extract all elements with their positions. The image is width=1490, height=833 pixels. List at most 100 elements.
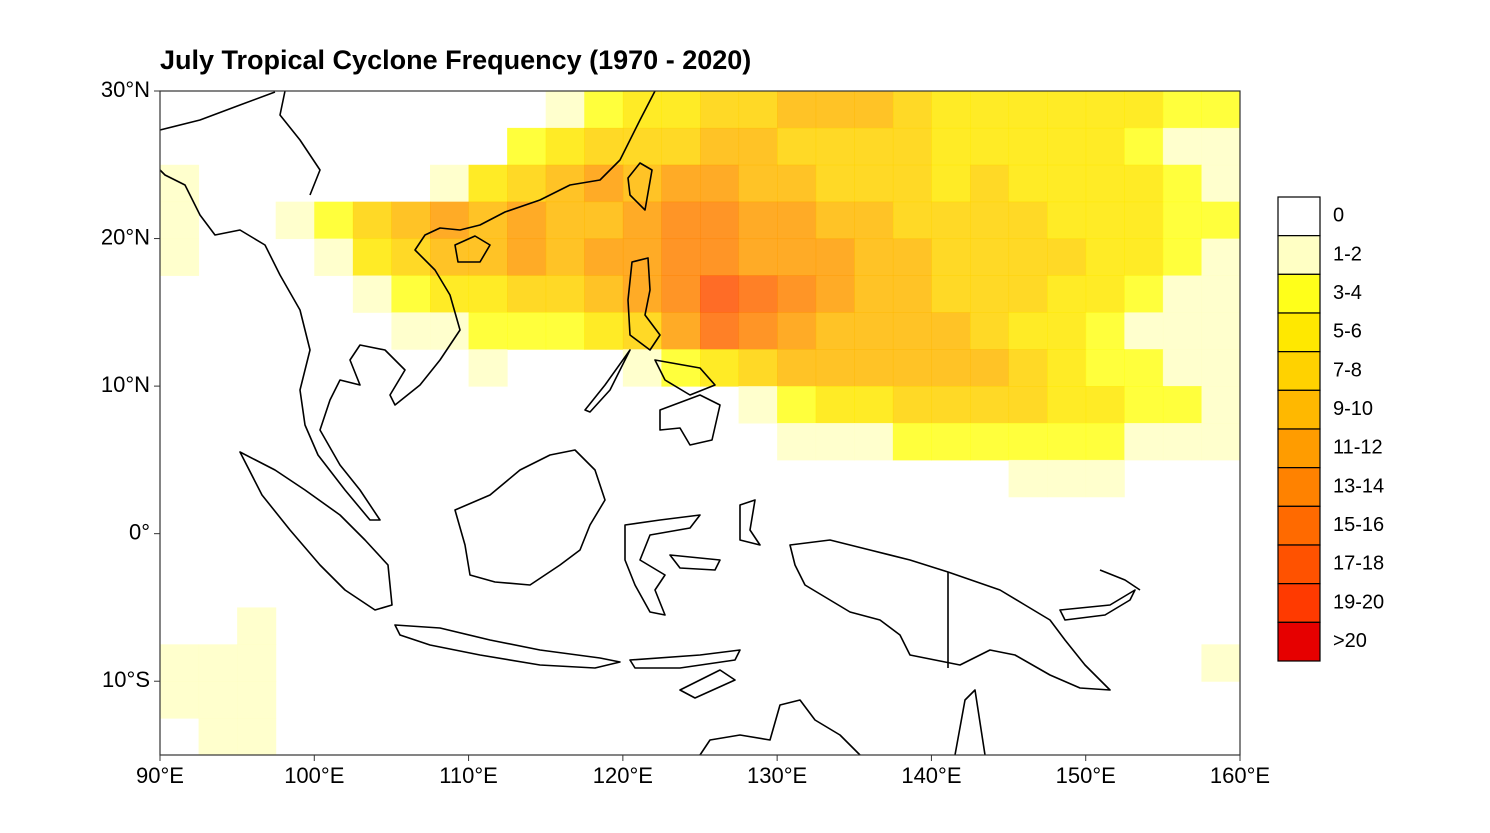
heat-cell [468, 312, 508, 350]
heat-cell [1085, 238, 1125, 276]
heat-cell [430, 238, 470, 276]
y-tick-label: 20°N [101, 224, 150, 249]
visayas [654, 359, 716, 396]
heat-cell [1085, 349, 1125, 387]
heat-cell [314, 238, 354, 276]
heat-cell [275, 201, 315, 240]
heat-cell [815, 312, 855, 350]
java [394, 624, 621, 669]
heat-cell [931, 386, 971, 424]
heat-cell [700, 127, 740, 166]
y-tick-label: 10°S [102, 667, 150, 692]
heat-cell [700, 91, 740, 129]
heat-cell [1008, 312, 1048, 350]
heat-cell [160, 238, 200, 276]
heat-cell [507, 201, 547, 240]
heat-cell [237, 718, 277, 756]
heat-cell [1124, 91, 1164, 129]
heat-cell [854, 127, 894, 166]
heat-cell [970, 91, 1010, 129]
heat-cell [584, 275, 624, 313]
heat-cell [854, 349, 894, 387]
heat-cell [700, 349, 740, 387]
legend: 0 1-2 3-4 5-6 7-8 9-10 11-12 13-14 15-16 17-18 19-… [1277, 196, 1384, 662]
heat-cell [1162, 275, 1202, 313]
heat-cell [931, 349, 971, 387]
heat-cell [892, 423, 932, 461]
heat-cell [854, 164, 894, 203]
heat-cell [430, 312, 470, 350]
heat-cell [1047, 201, 1087, 240]
heat-cell [1085, 91, 1125, 129]
heat-cell [352, 238, 392, 276]
heat-cell [314, 201, 354, 240]
heat-cell [1047, 275, 1087, 313]
heat-cell [931, 164, 971, 203]
heat-cell [1008, 164, 1048, 203]
heat-cell [854, 386, 894, 424]
legend-swatch [1277, 235, 1321, 275]
heat-cell [777, 423, 817, 461]
legend-swatch [1277, 544, 1321, 585]
heat-cell [1201, 127, 1241, 166]
borneo [454, 449, 606, 586]
legend-swatch [1277, 312, 1321, 353]
heat-cell [430, 201, 470, 240]
legend-label: 17-18 [1333, 553, 1384, 575]
heat-cell [970, 127, 1010, 166]
heat-cell [1201, 349, 1241, 387]
heat-cell [738, 275, 778, 313]
heat-cell [1124, 164, 1164, 203]
heat-cell [1124, 423, 1164, 461]
heat-cell [815, 91, 855, 129]
heat-cell [160, 201, 200, 240]
y-tick-label: 0° [129, 519, 150, 544]
heat-cell [1085, 459, 1125, 498]
heat-cell [777, 201, 817, 240]
heat-cell [622, 349, 662, 387]
heat-cell [815, 164, 855, 203]
heat-cell [1008, 349, 1048, 387]
heat-cell [931, 201, 971, 240]
heat-cell [1162, 349, 1202, 387]
taiwan [627, 162, 653, 211]
legend-swatch [1277, 467, 1321, 507]
coastline [159, 90, 321, 196]
heat-cell [1008, 386, 1048, 424]
legend-label: 11-12 [1333, 437, 1383, 459]
heat-cell [622, 127, 662, 166]
heat-cell [777, 312, 817, 350]
heat-cell [970, 275, 1010, 313]
heat-cell [661, 349, 701, 387]
halmahera [739, 499, 761, 546]
heat-cell [700, 164, 740, 203]
heat-cell [815, 423, 855, 461]
heat-cell [931, 238, 971, 276]
heat-cell [661, 312, 701, 350]
heat-cell [391, 201, 431, 240]
heat-cell [391, 312, 431, 350]
chart-title: July Tropical Cyclone Frequency (1970 - … [160, 45, 751, 75]
heat-cell [1124, 312, 1164, 350]
heat-cell [237, 681, 277, 719]
heat-cell [545, 127, 585, 166]
heat-layer [160, 91, 1241, 756]
heat-cell [1201, 164, 1241, 203]
heat-cell [700, 238, 740, 276]
axes: 90°E 100°E 110°E 120°E 130°E 140°E 150°E 160°E 3… [101, 77, 1270, 788]
x-tick-label: 150°E [1056, 763, 1116, 788]
heat-cell [931, 91, 971, 129]
heat-cell [854, 238, 894, 276]
heat-cell [198, 644, 238, 682]
heat-cell [468, 275, 508, 313]
heat-cell [1162, 127, 1202, 166]
heat-cell [1162, 386, 1202, 424]
heat-cell [777, 127, 817, 166]
plot-frame [159, 90, 1241, 756]
heat-cell [661, 91, 701, 129]
legend-swatch [1277, 621, 1321, 662]
legend-swatch [1277, 351, 1321, 391]
heat-cell [507, 275, 547, 313]
heat-cell [391, 238, 431, 276]
heat-cell [1124, 201, 1164, 240]
